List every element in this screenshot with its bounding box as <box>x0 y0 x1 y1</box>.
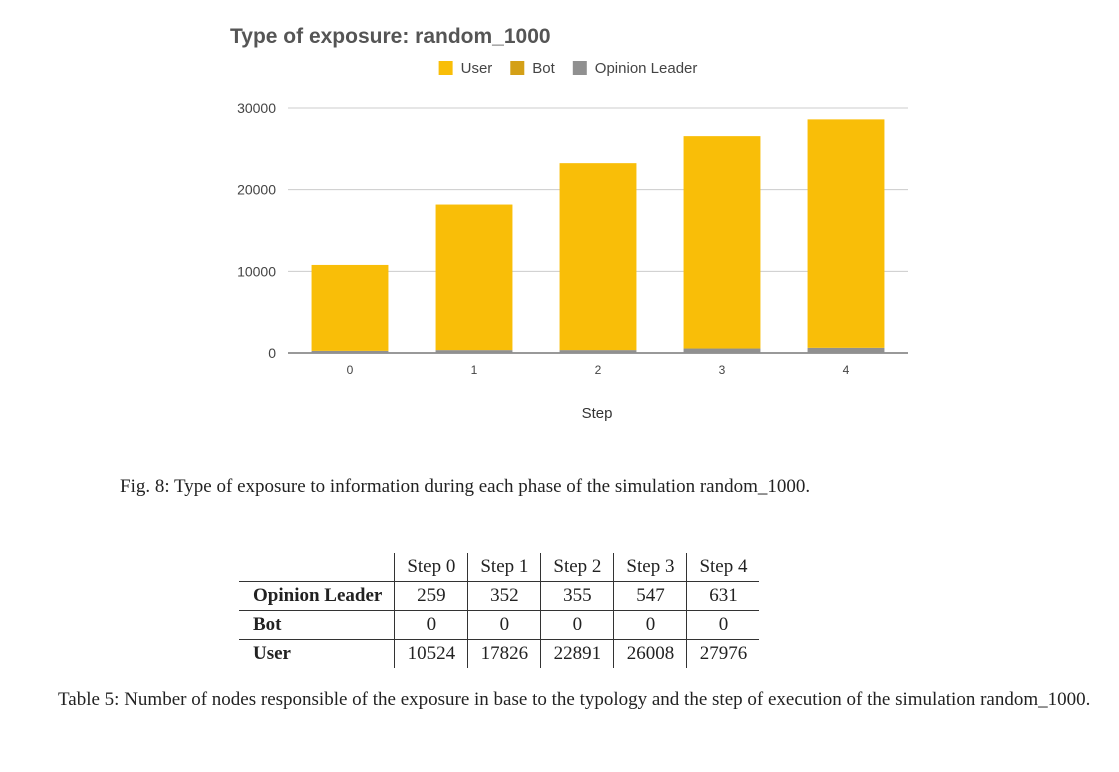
y-tick-label: 30000 <box>237 100 276 116</box>
row-header: Opinion Leader <box>239 581 395 611</box>
legend-swatch <box>438 61 453 75</box>
table-cell: 0 <box>686 610 760 640</box>
x-tick-label: 1 <box>471 363 478 377</box>
legend-swatch <box>572 61 587 75</box>
table-cell: 10524 <box>394 639 468 668</box>
legend-item: Bot <box>510 60 556 77</box>
table-cell: 0 <box>540 610 614 640</box>
chart-legend: User Bot Opinion Leader <box>438 60 698 77</box>
legend-item: Opinion Leader <box>572 60 698 77</box>
column-header: Step 4 <box>686 553 760 582</box>
table-header-row: Step 0 Step 1 Step 2 Step 3 Step 4 <box>239 553 760 582</box>
legend-item: User <box>438 60 493 77</box>
legend-label: Bot <box>532 60 555 77</box>
x-tick-label: 0 <box>347 363 354 377</box>
bar-opinion-leader <box>311 350 389 353</box>
y-tick-label: 20000 <box>237 182 276 198</box>
bar-user <box>559 163 637 351</box>
legend-swatch <box>510 61 525 75</box>
row-header: User <box>253 643 291 664</box>
x-axis-ticks: 0 1 2 3 4 <box>347 363 850 377</box>
table-cell: 352 <box>467 581 541 611</box>
table-cell: 259 <box>394 581 468 611</box>
table-row: Bot 0 0 0 0 0 <box>239 610 760 640</box>
table-cell: 0 <box>613 610 687 640</box>
figure-caption: Fig. 8: Type of exposure to information … <box>120 476 811 497</box>
bar-user <box>311 264 389 351</box>
exposure-bar-chart: Type of exposure: random_1000 User Bot Opi… <box>230 25 908 422</box>
bar-opinion-leader <box>807 347 885 353</box>
bar-opinion-leader <box>435 350 513 353</box>
table-cell: 26008 <box>613 639 687 668</box>
bar-user <box>435 204 513 351</box>
table-cell: 22891 <box>540 639 614 668</box>
bar-opinion-leader <box>559 350 637 353</box>
table-cell: 355 <box>540 581 614 611</box>
table-cell: 27976 <box>686 639 760 668</box>
table-caption: Table 5: Number of nodes responsible of … <box>58 689 1091 710</box>
table-row: User 10524 17826 22891 26008 27976 <box>239 639 760 668</box>
column-header: Step 3 <box>613 553 687 582</box>
legend-label: Opinion Leader <box>595 60 698 77</box>
table-corner <box>239 553 395 582</box>
row-header: Bot <box>239 610 395 640</box>
table-cell: 0 <box>467 610 541 640</box>
bar-user <box>807 119 885 348</box>
x-axis-label: Step <box>582 405 613 422</box>
column-header: Step 2 <box>540 553 614 582</box>
table-cell: 631 <box>686 581 760 611</box>
bar-opinion-leader <box>683 348 761 353</box>
x-tick-label: 3 <box>719 363 726 377</box>
table-cell: 547 <box>613 581 687 611</box>
legend-label: User <box>461 60 493 77</box>
column-header: Step 1 <box>467 553 541 582</box>
table-cell: 17826 <box>467 639 541 668</box>
chart-bars <box>311 119 885 353</box>
x-tick-label: 4 <box>843 363 850 377</box>
table-row: Opinion Leader 259 352 355 547 631 <box>239 581 760 611</box>
y-tick-label: 10000 <box>237 263 276 279</box>
exposure-table: Step 0 Step 1 Step 2 Step 3 Step 4 Opini… <box>239 553 760 668</box>
chart-title: Type of exposure: random_1000 <box>230 25 551 48</box>
bar-user <box>683 136 761 349</box>
x-tick-label: 2 <box>595 363 602 377</box>
column-header: Step 0 <box>394 553 468 582</box>
table-cell: 0 <box>394 610 468 640</box>
y-tick-label: 0 <box>268 345 276 361</box>
